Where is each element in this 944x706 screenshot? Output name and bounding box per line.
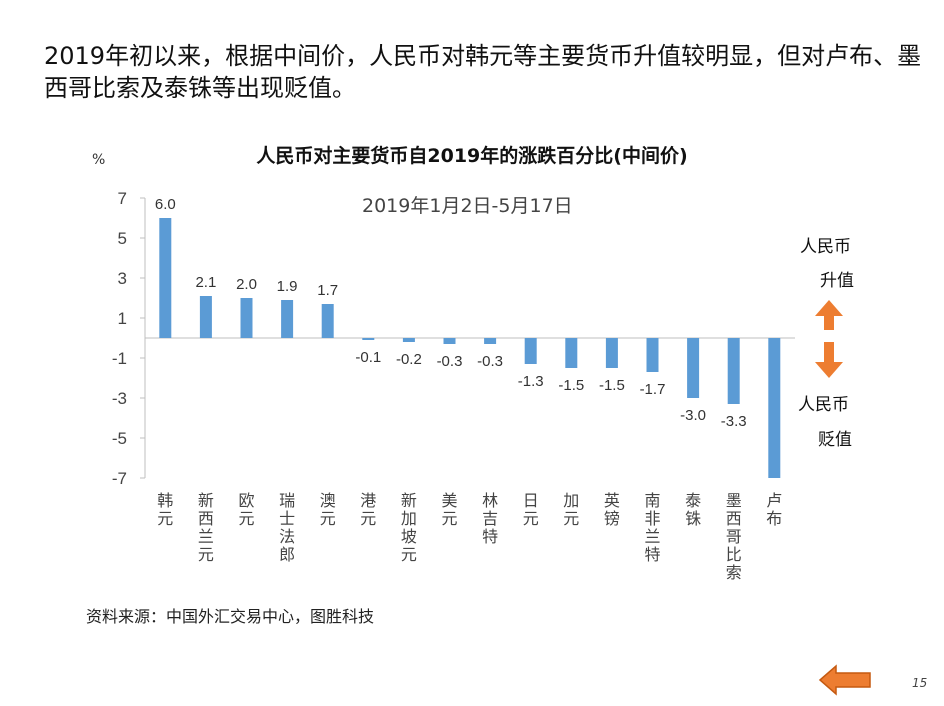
bar-1	[159, 218, 172, 338]
data-label: -1.5	[599, 377, 625, 394]
appreciate-label-line1: 人民币	[800, 237, 851, 257]
data-label: -0.1	[355, 349, 381, 366]
y-tick-label: -3	[112, 389, 127, 408]
bar-4	[281, 300, 294, 338]
data-label: 2.1	[195, 274, 216, 291]
x-tick-label: 瑞士法郎	[279, 491, 295, 564]
x-tick-label: 澳元	[320, 491, 336, 528]
data-label: -1.3	[518, 373, 544, 390]
bar-15	[727, 338, 740, 404]
data-label: -3.3	[721, 413, 747, 430]
data-label: 6.0	[155, 196, 176, 213]
bar-12	[605, 338, 618, 368]
bar-13	[646, 338, 659, 372]
headline: 2019年初以来，根据中间价，人民币对韩元等主要货币升值较明显，但对卢布、墨西哥…	[44, 42, 922, 102]
x-tick-label: 墨西哥比索	[726, 491, 742, 582]
x-tick-label: 新西兰元	[198, 491, 214, 564]
y-tick-label: -1	[112, 349, 127, 368]
bar-14	[687, 338, 700, 398]
source-note: 资料来源：中国外汇交易中心，图胜科技	[86, 607, 375, 626]
bar-3	[240, 298, 253, 338]
y-tick-label: 5	[118, 229, 127, 248]
x-tick-label: 英镑	[604, 491, 620, 528]
x-tick-label: 新加坡元	[401, 491, 417, 564]
data-label: -0.2	[396, 351, 422, 368]
y-tick-label: -7	[112, 469, 127, 488]
depreciate-label-line1: 人民币	[798, 395, 849, 415]
appreciate-label-line2: 升值	[820, 271, 854, 291]
data-label: 1.7	[317, 282, 338, 299]
bar-11	[565, 338, 578, 368]
chart-subtitle: 2019年1月2日-5月17日	[362, 195, 573, 217]
bar-5	[321, 304, 334, 338]
depreciate-label-line2: 贬值	[818, 430, 852, 450]
bar-7	[402, 338, 415, 342]
x-tick-label: 泰铢	[685, 491, 701, 528]
chart-title: 人民币对主要货币自2019年的涨跌百分比(中间价)	[256, 145, 688, 167]
x-tick-label: 港元	[360, 491, 376, 528]
data-label: -0.3	[477, 353, 503, 370]
y-axis-unit: %	[92, 152, 106, 168]
data-label: -0.3	[437, 353, 463, 370]
y-tick-label: 3	[118, 269, 127, 288]
data-label: -1.7	[640, 381, 666, 398]
bar-16	[768, 338, 781, 478]
x-tick-label: 日元	[523, 491, 539, 528]
y-tick-label: -5	[112, 429, 127, 448]
left-arrow-icon	[818, 664, 871, 696]
y-tick-label: 1	[118, 309, 127, 328]
x-tick-label: 林吉特	[482, 491, 498, 546]
x-tick-label: 加元	[563, 491, 579, 528]
back-button[interactable]	[818, 664, 872, 696]
bar-8	[443, 338, 456, 344]
data-label: 2.0	[236, 276, 257, 293]
data-label: 1.9	[277, 278, 298, 295]
x-tick-label: 美元	[441, 491, 457, 528]
data-label: -1.5	[558, 377, 584, 394]
bar-6	[362, 338, 375, 340]
page-number: 15	[912, 676, 928, 690]
x-tick-label: 卢布	[766, 491, 782, 528]
x-tick-label: 韩元	[157, 491, 173, 528]
bar-9	[484, 338, 497, 344]
x-tick-label: 欧元	[238, 491, 254, 528]
bar-10	[524, 338, 537, 364]
x-tick-label: 南非兰特	[644, 491, 660, 564]
y-tick-label: 7	[118, 189, 127, 208]
data-label: -3.0	[680, 407, 706, 424]
bar-2	[199, 296, 212, 338]
